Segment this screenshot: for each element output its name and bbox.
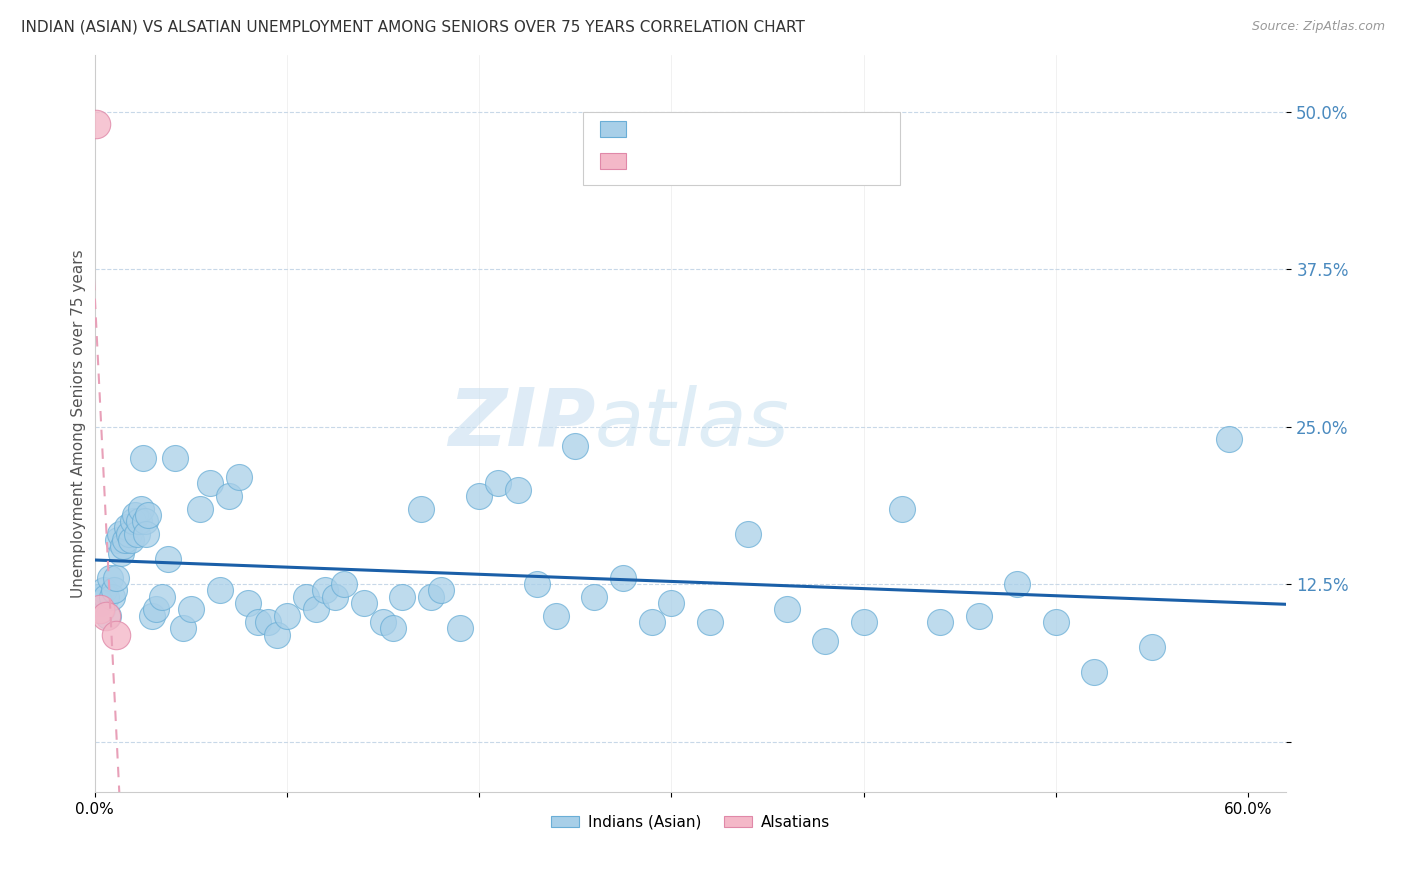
Point bbox=[612, 571, 634, 585]
Point bbox=[814, 633, 837, 648]
Point bbox=[94, 608, 117, 623]
Point bbox=[104, 571, 127, 585]
Point bbox=[256, 615, 278, 629]
Point bbox=[775, 602, 797, 616]
Point bbox=[526, 577, 548, 591]
Y-axis label: Unemployment Among Seniors over 75 years: Unemployment Among Seniors over 75 years bbox=[72, 249, 86, 598]
Point bbox=[122, 514, 145, 528]
Point bbox=[852, 615, 875, 629]
Point bbox=[371, 615, 394, 629]
Point bbox=[112, 540, 135, 554]
Point bbox=[929, 615, 952, 629]
Point bbox=[89, 596, 111, 610]
Point bbox=[101, 590, 124, 604]
Point bbox=[276, 608, 298, 623]
Point bbox=[468, 489, 491, 503]
Point bbox=[238, 596, 260, 610]
Text: R = -0.010   N =  4: R = -0.010 N = 4 bbox=[637, 152, 794, 169]
Point bbox=[108, 526, 131, 541]
Point bbox=[103, 583, 125, 598]
Point bbox=[486, 476, 509, 491]
Point bbox=[564, 439, 586, 453]
Point bbox=[544, 608, 567, 623]
Point bbox=[1045, 615, 1067, 629]
Point bbox=[150, 590, 173, 604]
Point bbox=[305, 602, 328, 616]
Point bbox=[208, 583, 231, 598]
Point bbox=[156, 552, 179, 566]
Point bbox=[737, 526, 759, 541]
Point bbox=[118, 526, 141, 541]
Point bbox=[391, 590, 413, 604]
Point bbox=[129, 501, 152, 516]
Point bbox=[314, 583, 336, 598]
Point bbox=[125, 526, 148, 541]
Point bbox=[117, 520, 139, 534]
Point bbox=[135, 526, 157, 541]
Point bbox=[411, 501, 433, 516]
Text: R =  0.052   N = 80: R = 0.052 N = 80 bbox=[637, 120, 799, 138]
Point bbox=[107, 533, 129, 547]
Point bbox=[333, 577, 356, 591]
Point bbox=[172, 621, 194, 635]
Point bbox=[97, 608, 120, 623]
Point bbox=[1218, 432, 1240, 446]
Point bbox=[699, 615, 721, 629]
Text: atlas: atlas bbox=[595, 384, 790, 463]
Point bbox=[180, 602, 202, 616]
Point bbox=[295, 590, 318, 604]
Point bbox=[145, 602, 167, 616]
Point bbox=[429, 583, 451, 598]
Point bbox=[93, 583, 115, 598]
Point bbox=[124, 508, 146, 522]
Point bbox=[128, 514, 150, 528]
Point bbox=[110, 546, 132, 560]
Point bbox=[967, 608, 990, 623]
Point bbox=[138, 508, 160, 522]
Point bbox=[506, 483, 529, 497]
Point bbox=[1007, 577, 1029, 591]
Point bbox=[659, 596, 682, 610]
Point bbox=[94, 590, 117, 604]
Point bbox=[134, 514, 156, 528]
Point bbox=[165, 451, 187, 466]
Point bbox=[420, 590, 443, 604]
Text: ZIP: ZIP bbox=[447, 384, 595, 463]
Point bbox=[891, 501, 914, 516]
Point bbox=[246, 615, 269, 629]
Point bbox=[583, 590, 606, 604]
Legend: Indians (Asian), Alsatians: Indians (Asian), Alsatians bbox=[546, 809, 837, 836]
Point bbox=[114, 533, 136, 547]
Point bbox=[266, 627, 288, 641]
Point bbox=[86, 117, 108, 131]
Point bbox=[98, 571, 121, 585]
Point bbox=[218, 489, 240, 503]
Point bbox=[323, 590, 346, 604]
Point bbox=[449, 621, 471, 635]
Text: INDIAN (ASIAN) VS ALSATIAN UNEMPLOYMENT AMONG SENIORS OVER 75 YEARS CORRELATION : INDIAN (ASIAN) VS ALSATIAN UNEMPLOYMENT … bbox=[21, 20, 806, 35]
Point bbox=[1140, 640, 1163, 654]
Point bbox=[188, 501, 211, 516]
Point bbox=[1083, 665, 1105, 680]
Point bbox=[91, 602, 114, 616]
Text: Source: ZipAtlas.com: Source: ZipAtlas.com bbox=[1251, 20, 1385, 33]
Point bbox=[353, 596, 375, 610]
Point bbox=[381, 621, 404, 635]
Point bbox=[89, 602, 111, 616]
Point bbox=[141, 608, 163, 623]
Point bbox=[131, 451, 153, 466]
Point bbox=[87, 590, 110, 604]
Point bbox=[104, 627, 127, 641]
Point bbox=[641, 615, 664, 629]
Point bbox=[120, 533, 142, 547]
Point bbox=[228, 470, 250, 484]
Point bbox=[198, 476, 221, 491]
